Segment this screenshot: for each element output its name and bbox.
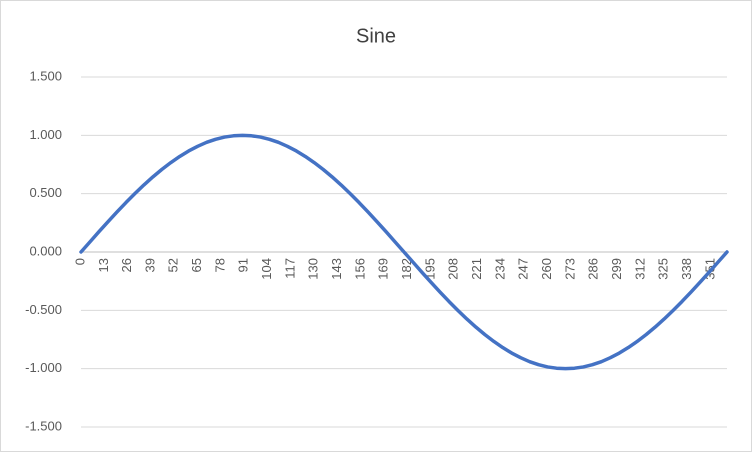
- x-tick-label: 65: [189, 258, 204, 272]
- y-tick-label: 1.500: [29, 68, 62, 83]
- x-tick-label: 299: [609, 258, 624, 280]
- y-tick-label: 0.000: [29, 243, 62, 258]
- x-tick-label: 234: [492, 258, 507, 280]
- x-tick-label: 286: [586, 258, 601, 280]
- x-tick-label: 273: [562, 258, 577, 280]
- x-tick-label: 39: [142, 258, 157, 272]
- y-tick-label: -0.500: [25, 302, 62, 317]
- x-tick-label: 13: [96, 258, 111, 272]
- x-tick-label: 208: [446, 258, 461, 280]
- x-tick-label: 117: [282, 258, 297, 279]
- x-tick-label: 312: [632, 258, 647, 280]
- chart-title: Sine: [356, 25, 396, 47]
- y-tick-label: 0.500: [29, 185, 62, 200]
- x-tick-label: 169: [376, 258, 391, 280]
- y-tick-label: -1.000: [25, 360, 62, 375]
- x-tick-label: 52: [166, 258, 181, 272]
- y-tick-label: -1.500: [25, 418, 62, 433]
- x-tick-label: 247: [516, 258, 531, 280]
- x-tick-label: 325: [656, 258, 671, 280]
- x-tick-label: 0: [72, 258, 87, 265]
- x-tick-label: 221: [469, 258, 484, 280]
- x-tick-label: 260: [539, 258, 554, 280]
- y-tick-label: 1.000: [29, 127, 62, 142]
- x-tick-label: 195: [422, 258, 437, 280]
- x-tick-label: 182: [399, 258, 414, 280]
- x-tick-label: 130: [306, 258, 321, 280]
- x-tick-label: 78: [212, 258, 227, 272]
- x-tick-label: 156: [352, 258, 367, 280]
- x-tick-label: 26: [119, 258, 134, 272]
- x-tick-label: 91: [236, 258, 251, 272]
- data-line: [79, 133, 729, 371]
- x-tick-label: 104: [259, 258, 274, 280]
- x-tick-label: 338: [679, 258, 694, 280]
- x-tick-label: 143: [329, 258, 344, 280]
